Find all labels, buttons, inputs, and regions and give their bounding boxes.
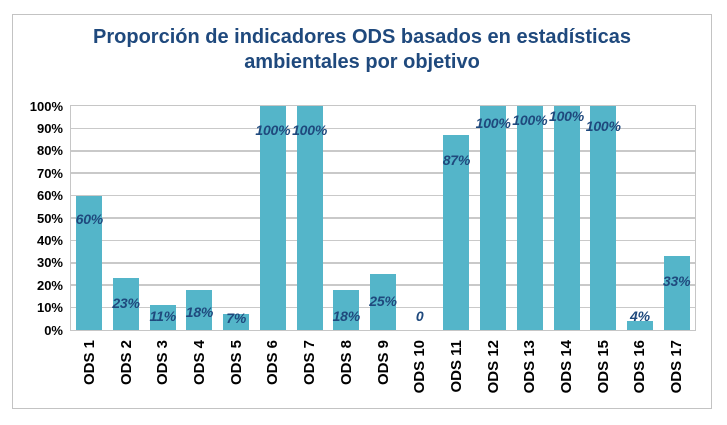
y-axis-tick-label: 90% [36, 120, 63, 136]
x-axis-category-label: ODS 7 [301, 340, 319, 386]
bar-data-label: 100% [512, 112, 548, 128]
bar-data-label: 4% [630, 308, 650, 325]
bar-data-label: 11% [149, 308, 177, 325]
chart-title: Proporción de indicadores ODS basados en… [13, 25, 711, 75]
bar-data-label: 18% [185, 303, 214, 320]
x-axis-category-label: ODS 1 [80, 340, 98, 386]
bar [259, 106, 286, 330]
y-axis-tick-label: 100% [29, 98, 63, 114]
x-axis-category-label: ODS 10 [411, 340, 429, 394]
bar-data-label: 100% [585, 118, 621, 134]
y-axis-tick-label: 80% [36, 143, 63, 159]
bar [296, 106, 323, 330]
gridline [71, 262, 695, 264]
bar [443, 135, 470, 330]
bar-data-label: 18% [332, 307, 361, 324]
y-axis-tick-label: 40% [36, 232, 63, 248]
gridline [71, 172, 695, 174]
y-axis-tick-label: 50% [36, 210, 63, 226]
x-axis-category-label: ODS 9 [374, 340, 392, 386]
bar [480, 106, 507, 330]
y-axis-tick-label: 0% [44, 322, 63, 338]
x-axis-category-label: ODS 17 [668, 340, 686, 394]
x-axis-category-label: ODS 11 [447, 340, 465, 393]
bar [113, 278, 140, 330]
gridline [71, 194, 695, 197]
bar [553, 106, 580, 330]
y-axis-tick-label: 70% [36, 165, 63, 181]
y-axis-tick-label: 30% [36, 255, 63, 271]
x-axis-category-label: ODS 6 [264, 340, 282, 386]
x-axis-category-label: ODS 14 [558, 340, 576, 394]
bar-data-label: 33% [662, 273, 691, 290]
bar [76, 195, 103, 330]
x-axis-category-label: ODS 13 [521, 340, 539, 394]
gridline [71, 217, 695, 219]
bar [223, 314, 250, 330]
x-axis-category-label: ODS 4 [190, 340, 208, 386]
plot-area: 60% 23% 11% 18% 7% 100% 100% 18% 25% 0 87% 100% 100%… [70, 105, 696, 331]
x-axis-category-label: ODS 3 [154, 340, 172, 386]
x-axis-category-label: ODS 8 [337, 340, 355, 386]
bar-data-label: 100% [292, 122, 328, 138]
x-axis-category-label: ODS 12 [484, 340, 502, 394]
bar [663, 256, 690, 330]
bar [626, 321, 653, 330]
bar-data-label: 23% [112, 295, 140, 312]
bar [333, 289, 360, 330]
bar [149, 305, 176, 330]
y-axis-tick-label: 60% [36, 188, 63, 204]
gridline [71, 150, 695, 152]
bar [516, 106, 543, 330]
bar-data-label: 100% [475, 115, 511, 131]
chart-frame: Proporción de indicadores ODS basados en… [12, 14, 712, 409]
bar-data-label: 0 [415, 308, 424, 324]
bar-data-label: 87% [442, 152, 471, 169]
bar [186, 289, 213, 330]
y-axis-tick-label: 10% [36, 300, 63, 316]
bar-data-label: 100% [255, 122, 291, 138]
gridline [71, 239, 695, 242]
bar [370, 274, 396, 330]
gridline [71, 127, 695, 130]
bar-data-label: 7% [226, 310, 247, 327]
x-axis-category-label: ODS 15 [594, 340, 612, 394]
bar [590, 106, 617, 330]
bar-data-label: 100% [549, 108, 585, 124]
chart-title-text: Proporción de indicadores ODS basados en… [93, 26, 631, 73]
x-axis-category-label: ODS 16 [631, 340, 649, 394]
bar-data-label: 60% [75, 210, 104, 227]
x-axis-category-label: ODS 5 [227, 340, 245, 386]
y-axis-tick-label: 20% [36, 277, 63, 293]
bar-data-label: 25% [369, 293, 397, 309]
x-axis-category-label: ODS 2 [117, 340, 135, 386]
